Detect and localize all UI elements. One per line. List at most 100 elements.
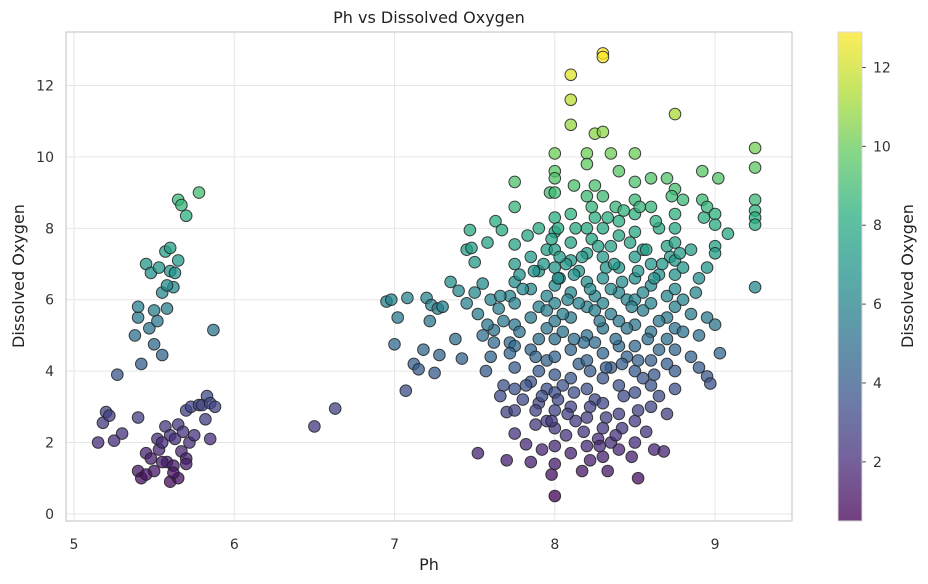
data-point [495, 223, 509, 237]
data-point [647, 368, 661, 382]
y-axis-label: Dissolved Oxygen [9, 204, 28, 348]
data-point [487, 336, 501, 349]
data-point [144, 452, 158, 465]
data-point [569, 414, 582, 428]
data-point [521, 229, 534, 242]
data-point [615, 275, 629, 289]
data-point [460, 297, 474, 310]
data-point [465, 241, 478, 255]
data-point [596, 421, 610, 435]
y-tick-label: 0 [45, 507, 54, 523]
data-point [111, 368, 124, 382]
data-point [631, 354, 645, 367]
x-tick-label: 8 [550, 537, 559, 553]
data-point [564, 68, 578, 82]
data-point [660, 289, 674, 303]
data-point [494, 389, 507, 403]
colorbar-tick-label: 4 [873, 376, 882, 392]
data-point [535, 443, 549, 456]
data-point [503, 346, 517, 360]
y-tick-label: 10 [36, 150, 54, 166]
data-point [564, 446, 578, 460]
data-point [644, 200, 658, 214]
data-point [660, 172, 674, 185]
data-point [700, 311, 714, 324]
data-point [609, 332, 623, 346]
data-point [508, 257, 522, 271]
data-point [529, 418, 542, 431]
data-point [631, 471, 645, 485]
data-point [401, 291, 414, 305]
data-point [481, 318, 494, 332]
data-point [131, 411, 145, 424]
data-point [668, 236, 682, 249]
data-point [617, 389, 631, 403]
data-point [628, 414, 642, 428]
data-point [155, 455, 169, 469]
data-point [567, 386, 581, 399]
x-tick-label: 9 [711, 537, 720, 553]
y-tick-label: 4 [45, 364, 54, 380]
data-point [492, 302, 506, 315]
data-point [548, 297, 562, 310]
data-point [548, 489, 562, 503]
data-point [516, 393, 530, 406]
data-point [696, 164, 709, 178]
data-point [128, 329, 142, 342]
data-point [644, 354, 658, 367]
data-point [524, 311, 538, 324]
data-point [391, 311, 405, 324]
data-point [147, 338, 161, 351]
data-point [623, 236, 637, 249]
data-point [748, 141, 762, 155]
data-point [385, 293, 398, 307]
data-point [151, 314, 164, 328]
data-point [628, 436, 642, 449]
data-point [532, 222, 546, 235]
data-point [639, 425, 653, 439]
data-point [529, 404, 542, 417]
data-point [712, 172, 725, 185]
data-point [548, 314, 562, 328]
data-point [580, 382, 594, 396]
data-point [548, 172, 562, 185]
data-point [668, 107, 682, 121]
data-point [436, 300, 449, 314]
data-point [545, 468, 558, 481]
data-point [596, 396, 610, 410]
data-point [628, 250, 642, 264]
data-point [604, 147, 618, 160]
data-point [620, 322, 634, 335]
data-point [508, 404, 522, 417]
data-point [308, 420, 321, 433]
data-point [199, 413, 212, 426]
data-point [540, 289, 554, 303]
data-point [596, 297, 610, 310]
data-point [583, 400, 597, 414]
x-tick-label: 6 [230, 537, 239, 553]
data-point [668, 382, 682, 396]
data-point [519, 379, 533, 392]
data-point [660, 407, 674, 421]
data-point [708, 247, 722, 260]
data-point [721, 227, 735, 240]
data-point [479, 364, 493, 378]
data-point [644, 379, 658, 392]
data-point [660, 357, 674, 371]
data-point [179, 209, 193, 223]
y-tick-label: 6 [45, 293, 54, 309]
data-point [548, 350, 562, 364]
data-point [388, 338, 401, 351]
data-point [508, 200, 522, 214]
data-point [668, 300, 682, 314]
data-point [163, 241, 177, 255]
data-point [580, 147, 594, 160]
data-point [660, 332, 674, 346]
data-point [540, 304, 554, 317]
data-point [567, 179, 581, 192]
data-point [471, 307, 485, 321]
data-point [588, 336, 602, 349]
data-point [639, 243, 653, 256]
data-point [612, 314, 626, 328]
data-point [171, 254, 185, 267]
